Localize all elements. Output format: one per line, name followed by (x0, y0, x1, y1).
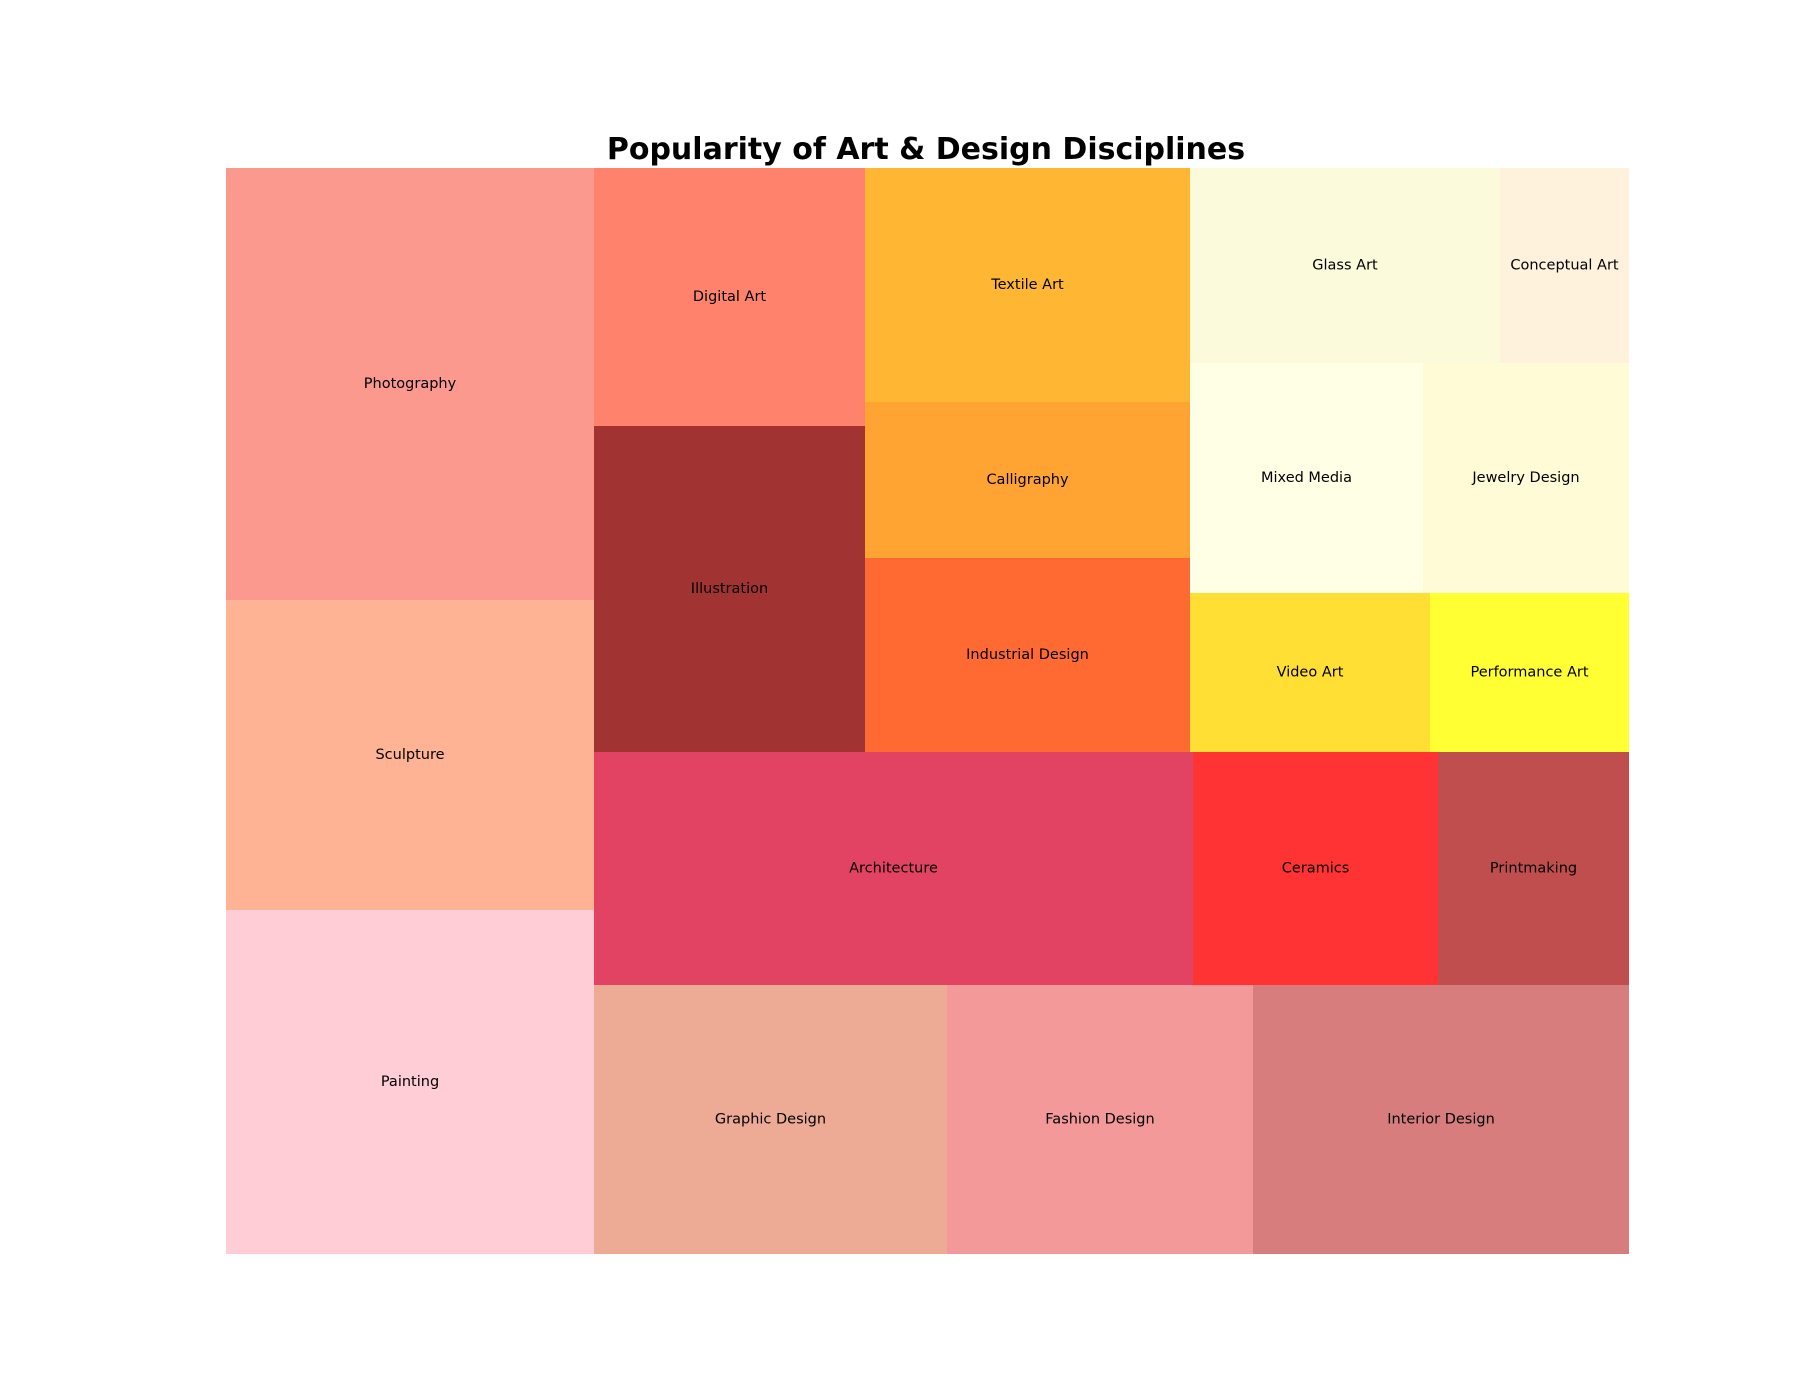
tile-label-photography: Photography (364, 376, 457, 392)
tile-label-interior-design: Interior Design (1387, 1112, 1495, 1128)
tile-label-sculpture: Sculpture (375, 747, 444, 763)
tile-label-mixed-media: Mixed Media (1261, 470, 1352, 486)
tile-ceramics (1193, 752, 1438, 985)
tile-label-jewelry-design: Jewelry Design (1471, 470, 1579, 486)
tile-textile-art (865, 168, 1190, 402)
tile-performance-art (1430, 593, 1629, 752)
tile-photography (226, 168, 594, 600)
tile-label-fashion-design: Fashion Design (1045, 1112, 1154, 1128)
tile-digital-art (594, 168, 865, 426)
tile-label-industrial-design: Industrial Design (966, 647, 1089, 663)
tile-label-conceptual-art: Conceptual Art (1510, 258, 1619, 274)
tile-label-video-art: Video Art (1277, 665, 1344, 681)
tile-label-textile-art: Textile Art (990, 277, 1064, 293)
tile-label-painting: Painting (381, 1074, 439, 1090)
tile-interior-design (1253, 985, 1629, 1254)
tile-architecture (594, 752, 1193, 985)
tile-label-graphic-design: Graphic Design (715, 1112, 826, 1128)
tile-illustration (594, 426, 865, 752)
tile-video-art (1190, 593, 1430, 752)
chart-title: Popularity of Art & Design Disciplines (606, 132, 1246, 167)
tile-label-illustration: Illustration (691, 581, 768, 597)
tile-sculpture (226, 600, 594, 910)
tile-label-digital-art: Digital Art (693, 289, 767, 305)
tile-calligraphy (865, 402, 1190, 558)
tile-label-ceramics: Ceramics (1282, 861, 1350, 877)
tile-graphic-design (594, 985, 947, 1254)
tile-fashion-design (947, 985, 1253, 1254)
tile-painting (226, 910, 594, 1254)
tile-jewelry-design (1423, 363, 1629, 593)
tile-label-calligraphy: Calligraphy (986, 472, 1069, 488)
tile-glass-art (1190, 168, 1500, 363)
tile-label-architecture: Architecture (849, 861, 938, 877)
tile-industrial-design (865, 558, 1190, 752)
tile-printmaking (1438, 752, 1629, 985)
tile-label-performance-art: Performance Art (1470, 665, 1588, 681)
tile-label-printmaking: Printmaking (1490, 861, 1577, 877)
tile-conceptual-art (1500, 168, 1629, 363)
tile-label-glass-art: Glass Art (1312, 258, 1378, 274)
tile-mixed-media (1190, 363, 1423, 593)
